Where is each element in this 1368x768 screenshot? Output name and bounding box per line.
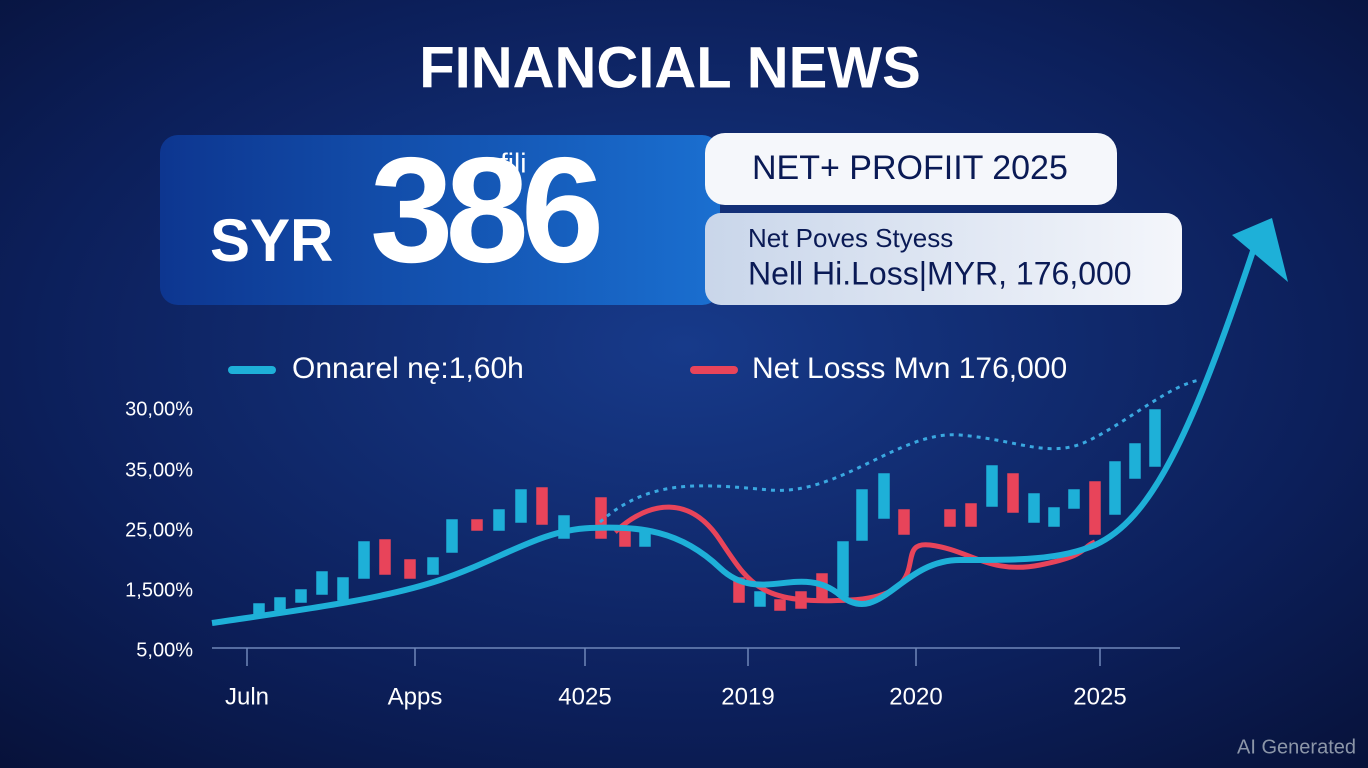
x-label: Juln	[225, 683, 269, 710]
figure: 386	[370, 126, 599, 294]
dotted-trend	[599, 378, 1201, 524]
candle	[316, 571, 328, 595]
candle	[253, 603, 265, 615]
candle	[639, 531, 651, 547]
y-label: 35,00%	[125, 459, 193, 481]
candle	[1068, 489, 1080, 509]
y-label: 30,00%	[125, 398, 193, 420]
candle	[965, 503, 977, 527]
detail-pill	[705, 213, 1182, 305]
candle	[986, 465, 998, 507]
currency: SYR	[210, 207, 333, 274]
candle	[774, 599, 786, 611]
banner-left	[160, 135, 720, 305]
candle	[1048, 507, 1060, 527]
candle	[1149, 409, 1161, 467]
x-label: 2025	[1073, 683, 1126, 710]
candle	[404, 559, 416, 579]
candle	[446, 519, 458, 553]
candle	[1089, 481, 1101, 535]
candle	[944, 509, 956, 527]
headline: NET+ PROFIIT 2025	[752, 149, 1068, 187]
candle	[379, 539, 391, 575]
x-label: 2020	[889, 683, 942, 710]
candle	[837, 541, 849, 597]
candle	[536, 487, 548, 525]
candle	[471, 519, 483, 531]
candle	[358, 541, 370, 579]
legend-label: Net Losss Mvn 176,000	[752, 352, 1067, 385]
candle	[878, 473, 890, 519]
candle	[1129, 443, 1141, 479]
candle	[1028, 493, 1040, 523]
candle	[515, 489, 527, 523]
x-label: Apps	[388, 683, 443, 710]
superscript: fili	[500, 147, 526, 178]
candle	[898, 509, 910, 535]
candle	[295, 589, 307, 603]
detail-line: Net Poves Styess	[748, 223, 953, 253]
candle	[274, 597, 286, 611]
candle	[619, 529, 631, 547]
y-label: 25,00%	[125, 519, 193, 541]
candle	[1007, 473, 1019, 513]
arrow-head	[1232, 218, 1288, 282]
detail-line: Nell Hi.Loss|MYR, 176,000	[748, 255, 1132, 291]
profit-line	[211, 244, 1258, 626]
candle	[493, 509, 505, 531]
candle	[1109, 461, 1121, 515]
candle	[558, 515, 570, 539]
candle	[595, 497, 607, 539]
candle	[754, 591, 766, 607]
candle	[427, 557, 439, 575]
x-label: 4025	[558, 683, 611, 710]
y-label: 5,00%	[136, 639, 193, 661]
title: FINANCIAL NEWS	[419, 35, 921, 100]
legend-label: Onnarel nę:1,60h	[292, 352, 524, 385]
x-label: 2019	[721, 683, 774, 710]
candle	[337, 577, 349, 601]
y-label: 1,500%	[125, 579, 193, 601]
watermark: AI Generated	[1237, 736, 1356, 758]
headline-pill	[705, 133, 1117, 205]
candles	[253, 409, 1161, 615]
candle	[856, 489, 868, 541]
